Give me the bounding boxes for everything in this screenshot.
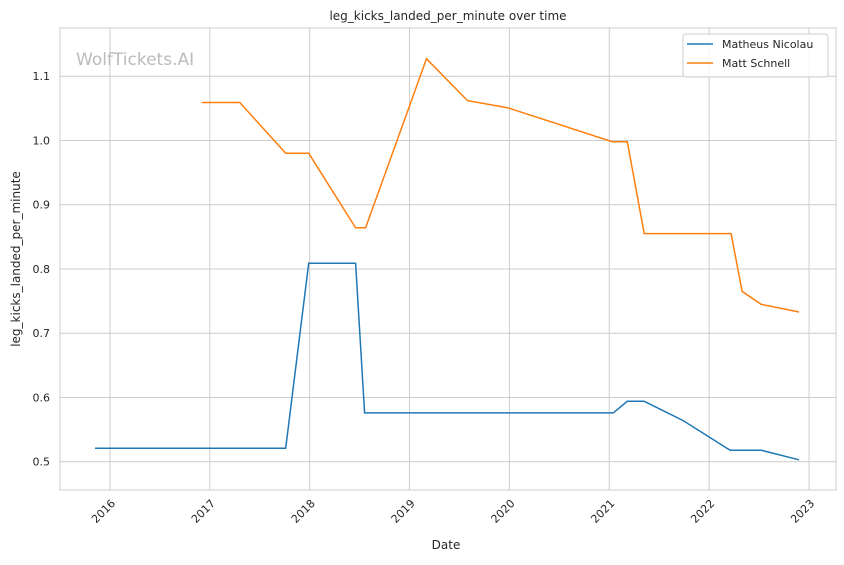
y-tick-label: 1.1 [33,70,51,83]
x-tick-label: 2016 [89,497,118,526]
x-tick-label: 2017 [189,497,218,526]
y-tick-label: 1.0 [33,134,51,147]
legend: Matheus Nicolau Matt Schnell [683,34,828,77]
watermark: WolfTickets.AI [76,50,194,70]
y-tick-label: 0.5 [33,456,51,469]
series-line-matheus-nicolau [95,263,799,460]
legend-label-matt-schnell: Matt Schnell [722,57,790,70]
x-tick-labels: 2016 2017 2018 2019 2020 2021 2022 2023 [89,497,817,526]
x-tick-label: 2022 [688,497,717,526]
x-tick-label: 2019 [389,497,418,526]
y-tick-label: 0.9 [33,199,51,212]
y-tick-label: 0.7 [33,327,51,340]
x-tick-label: 2021 [588,497,617,526]
grid [60,28,836,490]
y-tick-label: 0.6 [33,391,51,404]
x-tick-label: 2020 [489,497,518,526]
x-tick-label: 2018 [289,497,318,526]
y-axis-label: leg_kicks_landed_per_minute [9,171,23,347]
series-group [95,59,799,460]
legend-label-matheus-nicolau: Matheus Nicolau [722,38,813,51]
plot-frame [60,28,836,490]
y-tick-labels: 0.5 0.6 0.7 0.8 0.9 1.0 1.1 [33,70,51,469]
x-tick-label: 2023 [788,497,817,526]
chart-title: leg_kicks_landed_per_minute over time [329,9,566,23]
y-tick-label: 0.8 [33,263,51,276]
x-axis-label: Date [432,538,461,552]
